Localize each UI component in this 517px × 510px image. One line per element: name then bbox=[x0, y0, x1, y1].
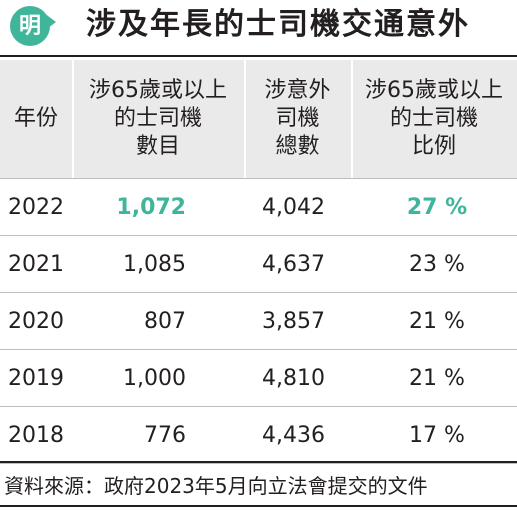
table-row: 2018 776 4,436 17 % bbox=[0, 407, 517, 464]
cell-elderly-drivers: 1,072 bbox=[116, 194, 186, 220]
cell-total-drivers: 4,637 bbox=[262, 251, 325, 277]
cell-total-drivers: 4,810 bbox=[262, 365, 325, 391]
footer-divider bbox=[0, 461, 517, 463]
table-row: 2022 1,072 4,042 27 % bbox=[0, 179, 517, 236]
cell-year: 2018 bbox=[8, 422, 64, 448]
column-header-ratio: 涉65歲或以上 的士司機 比例 bbox=[365, 78, 503, 159]
cell-ratio: 27 % bbox=[406, 194, 468, 220]
table-row: 2021 1,085 4,637 23 % bbox=[0, 236, 517, 293]
data-table: 年份 涉65歲或以上 的士司機 數目 涉意外 司機 總數 涉65歲或以上 的士司… bbox=[0, 60, 517, 464]
cell-ratio: 23 % bbox=[409, 251, 465, 277]
table-row: 2019 1,000 4,810 21 % bbox=[0, 350, 517, 407]
cell-ratio: 21 % bbox=[409, 308, 465, 334]
cell-ratio: 17 % bbox=[409, 422, 465, 448]
cell-elderly-drivers: 776 bbox=[144, 422, 186, 448]
cell-total-drivers: 4,042 bbox=[262, 194, 325, 220]
column-header-elderly-drivers: 涉65歲或以上 的士司機 數目 bbox=[89, 78, 227, 159]
cell-elderly-drivers: 807 bbox=[144, 308, 186, 334]
bottom-divider bbox=[0, 505, 517, 507]
header-divider bbox=[0, 55, 517, 57]
brand-logo: 明 bbox=[10, 6, 50, 46]
cell-elderly-drivers: 1,000 bbox=[123, 365, 186, 391]
page-title: 涉及年長的士司機交通意外 bbox=[86, 7, 470, 42]
table-header-row: 年份 涉65歲或以上 的士司機 數目 涉意外 司機 總數 涉65歲或以上 的士司… bbox=[0, 60, 517, 179]
source-note: 資料來源：政府2023年5月向立法會提交的文件 bbox=[4, 474, 428, 498]
cell-year: 2020 bbox=[8, 308, 64, 334]
cell-total-drivers: 3,857 bbox=[262, 308, 325, 334]
column-divider bbox=[244, 60, 246, 178]
column-divider bbox=[72, 60, 74, 178]
column-header-year: 年份 bbox=[13, 106, 58, 131]
cell-year: 2021 bbox=[8, 251, 64, 277]
table-row: 2020 807 3,857 21 % bbox=[0, 293, 517, 350]
cell-year: 2019 bbox=[8, 365, 64, 391]
header: 明 涉及年長的士司機交通意外 bbox=[0, 0, 517, 52]
cell-total-drivers: 4,436 bbox=[262, 422, 325, 448]
column-divider bbox=[351, 60, 353, 178]
column-header-total-drivers: 涉意外 司機 總數 bbox=[264, 78, 331, 159]
cell-year: 2022 bbox=[8, 194, 64, 220]
cell-ratio: 21 % bbox=[409, 365, 465, 391]
cell-elderly-drivers: 1,085 bbox=[123, 251, 186, 277]
